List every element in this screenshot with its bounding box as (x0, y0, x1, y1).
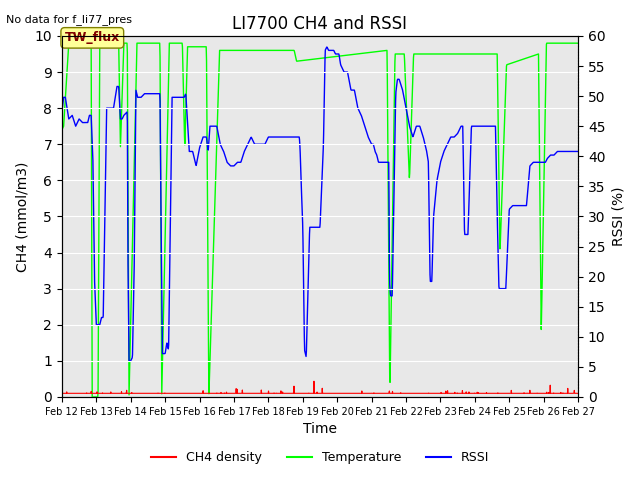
RSSI (277, 134, 285, 140)
Legend: CH4 density, Temperature, RSSI: CH4 density, Temperature, RSSI (146, 446, 494, 469)
Temperature (278, 48, 285, 53)
RSSI (125, 358, 133, 364)
RSSI (288, 134, 296, 140)
CH4 density (58, 390, 66, 396)
Line: Temperature: Temperature (62, 43, 578, 397)
CH4 density (297, 390, 305, 396)
Text: TW_flux: TW_flux (65, 31, 120, 44)
X-axis label: Time: Time (303, 422, 337, 436)
Line: CH4 density: CH4 density (62, 381, 578, 393)
Temperature (88, 394, 96, 400)
Temperature (120, 49, 127, 55)
CH4 density (288, 390, 296, 396)
Y-axis label: CH4 (mmol/m3): CH4 (mmol/m3) (15, 161, 29, 272)
CH4 density (352, 390, 360, 396)
CH4 density (98, 390, 106, 396)
RSSI (323, 44, 330, 50)
CH4 density (119, 390, 127, 396)
Temperature (99, 40, 106, 46)
RSSI (298, 182, 305, 188)
Text: No data for f_li77_pres: No data for f_li77_pres (6, 14, 132, 25)
Line: RSSI: RSSI (62, 47, 578, 361)
RSSI (574, 149, 582, 155)
Temperature (298, 58, 305, 63)
Title: LI7700 CH4 and RSSI: LI7700 CH4 and RSSI (232, 15, 408, 33)
Temperature (65, 40, 72, 46)
Temperature (574, 40, 582, 46)
Temperature (58, 127, 66, 132)
RSSI (98, 314, 106, 320)
CH4 density (574, 390, 582, 396)
Temperature (353, 51, 360, 57)
RSSI (119, 115, 127, 120)
Y-axis label: RSSI (%): RSSI (%) (611, 187, 625, 246)
RSSI (58, 109, 66, 115)
CH4 density (277, 388, 285, 394)
Temperature (289, 48, 296, 53)
RSSI (353, 97, 360, 103)
CH4 density (310, 378, 318, 384)
